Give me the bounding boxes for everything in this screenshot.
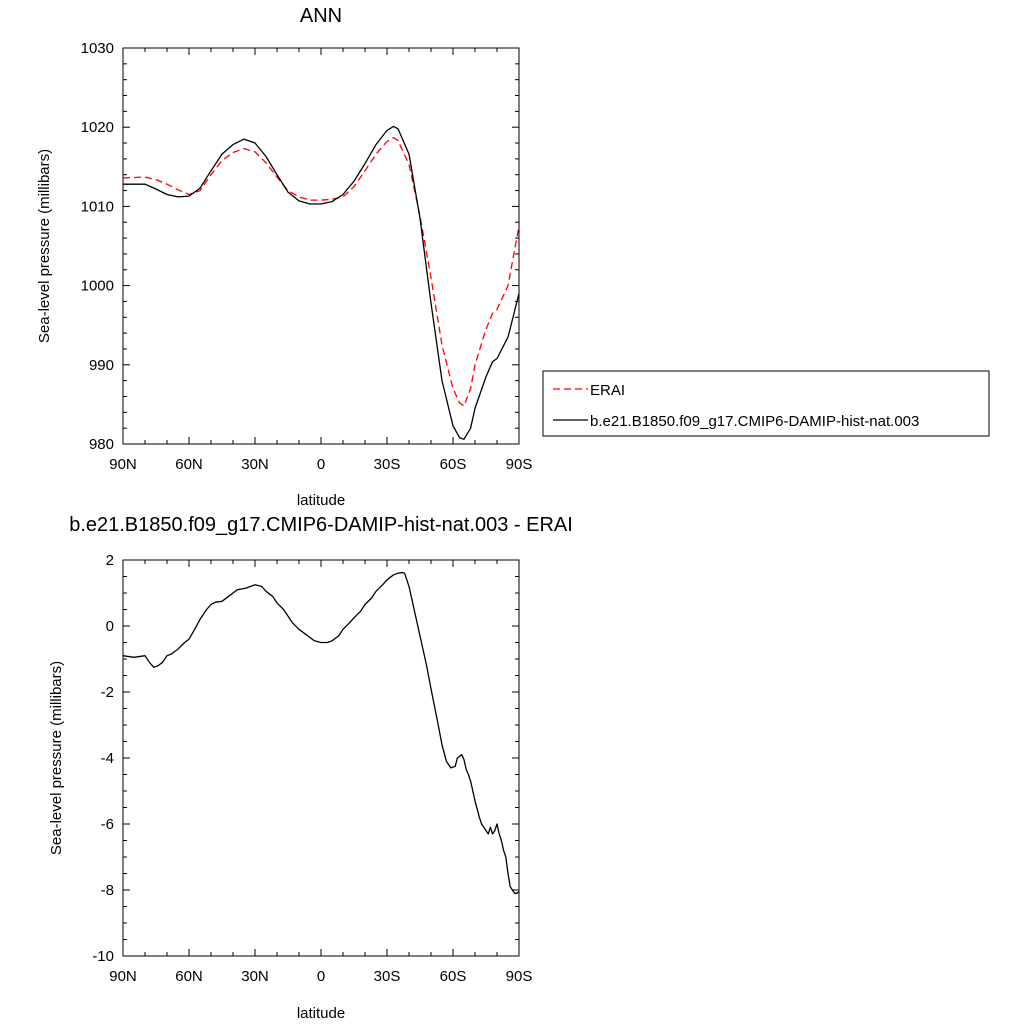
bottom-y-tick-label: -8 [101, 882, 114, 899]
bottom-y-tick-label: -2 [101, 684, 114, 701]
bottom-x-tick-label: 90S [506, 968, 533, 985]
bottom-x-tick-label: 90N [109, 968, 137, 985]
bottom-x-tick-label: 60S [440, 968, 467, 985]
top-x-tick-label: 30S [374, 456, 401, 473]
bottom-x-tick-label: 30N [241, 968, 269, 985]
bottom-y-tick-label: -4 [101, 750, 114, 767]
top-x-tick-label: 0 [317, 456, 325, 473]
bottom-x-tick-label: 0 [317, 968, 325, 985]
bottom-y-tick-label: -6 [101, 816, 114, 833]
legend-box [542, 370, 990, 437]
top-x-tick-label: 90N [109, 456, 137, 473]
bottom-y-axis: -10 -8 -6 -4 -2 0 2 [92, 552, 519, 965]
top-plot-series [122, 125, 520, 440]
bottom-plot-series [122, 571, 520, 894]
bottom-y-tick-label: -10 [92, 948, 114, 965]
bottom-plot-frame [122, 559, 520, 957]
bottom-y-tick-label: 2 [106, 552, 114, 569]
legend-erai-label: ERAI [590, 382, 625, 399]
top-y-tick-label: 1010 [81, 198, 114, 215]
top-x-tick-label: 90S [506, 456, 533, 473]
bottom-x-axis: 90N 60N 30N 0 30S 60S 90S [109, 560, 532, 985]
bottom-x-axis-label: latitude [297, 1005, 345, 1022]
bottom-x-tick-label: 30S [374, 968, 401, 985]
top-y-tick-label: 980 [89, 436, 114, 453]
top-series-line-erai [122, 136, 520, 407]
top-y-tick-label: 1000 [81, 278, 114, 295]
bottom-plot: b.e21.B1850.f09_g17.CMIP6-DAMIP-hist-nat… [48, 514, 573, 1022]
top-x-tick-label: 60S [440, 456, 467, 473]
top-y-tick-label: 1020 [81, 119, 114, 136]
top-plot: ANN 90N 60N 30N 0 30S 60S 90S 980 990 1000 1010 10… [36, 5, 990, 509]
bottom-x-tick-label: 60N [175, 968, 203, 985]
bottom-y-tick-label: 0 [106, 618, 114, 635]
top-y-tick-label: 990 [89, 357, 114, 374]
top-x-axis-label: latitude [297, 492, 345, 509]
top-plot-title: ANN [300, 5, 342, 27]
bottom-series-line-difference [122, 571, 520, 894]
top-y-tick-label: 1030 [81, 40, 114, 57]
top-plot-frame [122, 47, 520, 445]
legend: ERAI b.e21.B1850.f09_g17.CMIP6-DAMIP-his… [542, 370, 990, 437]
top-x-axis: 90N 60N 30N 0 30S 60S 90S [109, 48, 532, 473]
top-x-tick-label: 60N [175, 456, 203, 473]
legend-model-label: b.e21.B1850.f09_g17.CMIP6-DAMIP-hist-nat… [590, 413, 919, 430]
bottom-y-axis-label: Sea-level pressure (millibars) [48, 661, 65, 855]
bottom-plot-title: b.e21.B1850.f09_g17.CMIP6-DAMIP-hist-nat… [69, 514, 573, 536]
top-y-axis: 980 990 1000 1010 1020 1030 [81, 40, 519, 453]
top-x-tick-label: 30N [241, 456, 269, 473]
top-series-line-model [123, 125, 520, 440]
top-y-axis-label: Sea-level pressure (millibars) [36, 149, 53, 343]
